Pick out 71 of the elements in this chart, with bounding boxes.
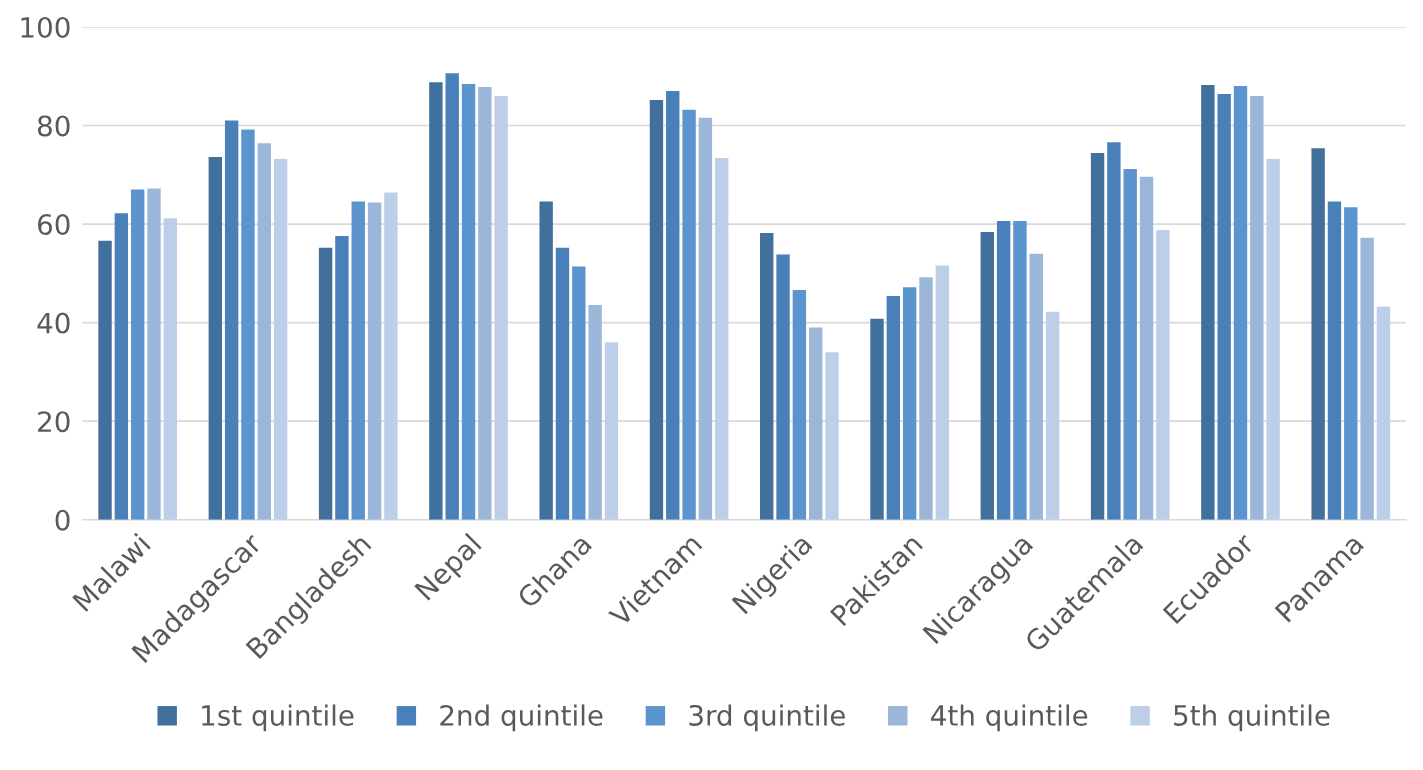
bar [98,240,112,520]
bar [792,290,807,520]
bar [1139,176,1154,520]
bar [1045,311,1060,520]
bar [241,129,255,520]
bar [1029,253,1043,520]
bar [1266,159,1280,520]
bar [886,296,901,520]
y-tick-label: 0 [55,509,70,531]
bar [715,158,729,520]
bar [698,117,713,520]
bar [572,266,586,520]
bar [478,87,492,520]
bar [825,352,839,520]
legend-label: 1st quintile [202,704,354,732]
bar [147,188,161,520]
bar [1217,93,1231,520]
bar [919,277,933,520]
bar [1123,168,1137,520]
bar [1013,221,1027,520]
bar [1376,306,1391,520]
bar [114,213,129,520]
bar [1327,201,1342,520]
bar [555,247,570,520]
bar [980,231,994,520]
bar [996,221,1011,520]
bar [809,327,823,520]
bar [1311,148,1325,520]
bar [351,201,365,520]
bar [604,342,619,520]
bar [429,82,443,520]
bar [1107,142,1121,520]
bar [588,304,602,520]
bar [335,235,349,520]
bar [1344,207,1358,520]
bar [1156,229,1170,520]
bar [208,157,223,520]
bar [384,192,398,520]
bar [870,318,884,520]
bar [1090,153,1105,520]
y-tick-label: 20 [38,411,70,433]
y-tick-label: 60 [38,214,70,236]
y-tick-label: 80 [37,115,70,137]
bar [494,95,508,520]
legend-label: 3rd quintile [689,704,845,732]
bar [902,287,917,520]
bar [539,201,553,520]
bar [367,202,382,520]
y-tick-label: 100 [21,16,70,38]
bar [273,159,288,520]
bar [461,84,476,520]
bar [163,218,178,520]
bar [257,143,271,520]
bar [682,109,696,520]
bar [666,91,680,520]
bar [649,99,664,520]
bar [1250,95,1264,520]
bar [935,265,949,520]
bar [224,120,239,520]
bar [776,254,790,520]
y-tick-label: 40 [37,312,70,334]
legend-label: 5th quintile [1174,704,1330,732]
bar [1201,85,1215,520]
legend-label: 4th quintile [931,704,1088,732]
bar [130,189,145,520]
bar [760,232,774,520]
legend-label: 2nd quintile [440,704,603,732]
bar [318,247,333,520]
bar [445,73,459,520]
bar [1233,86,1248,520]
bar [1360,237,1374,520]
